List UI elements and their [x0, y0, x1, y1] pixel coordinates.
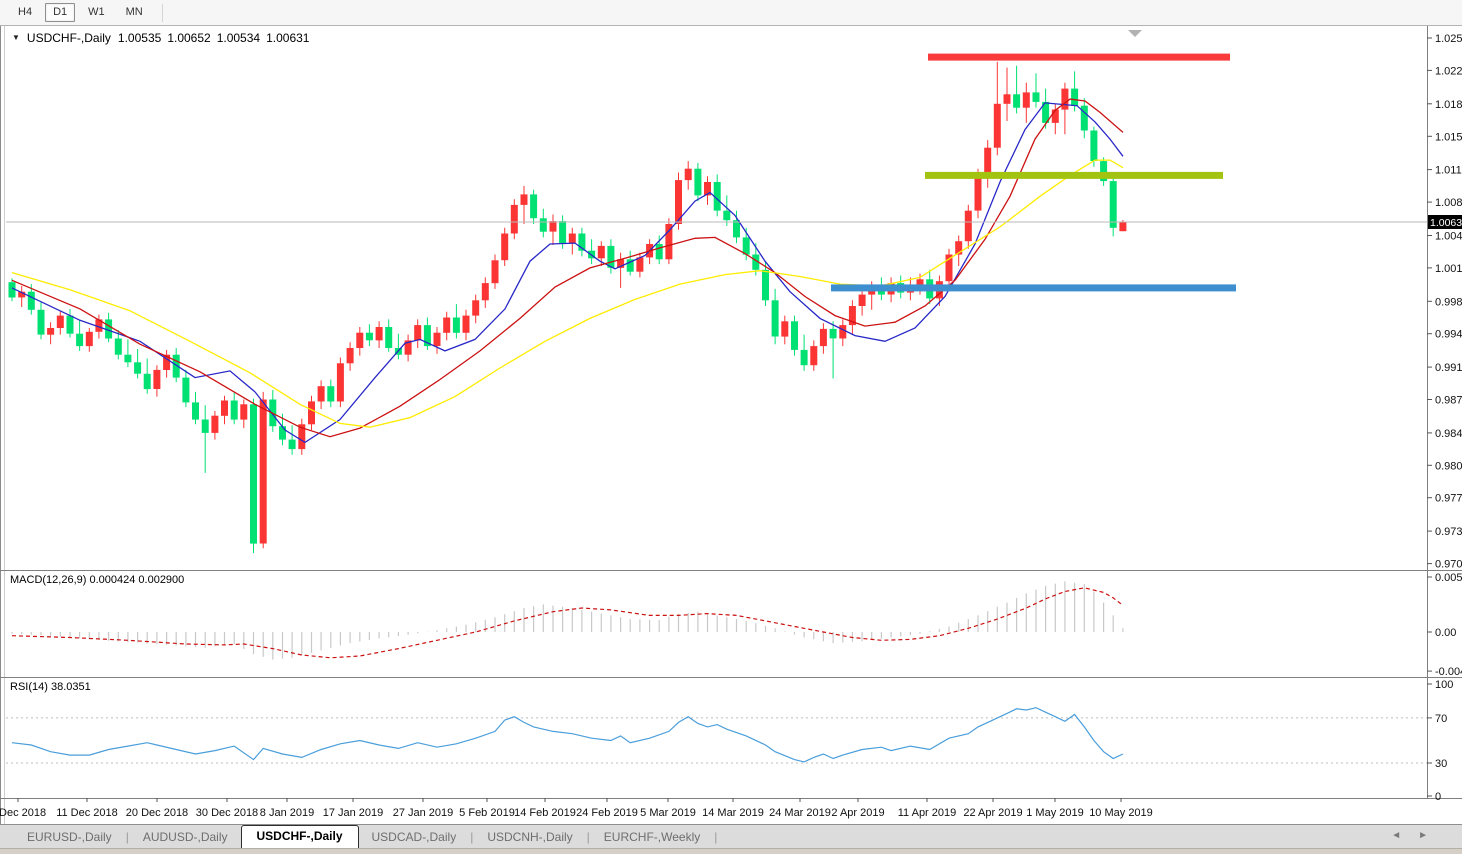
svg-text:5 Feb 2019: 5 Feb 2019: [459, 807, 515, 819]
svg-text:100: 100: [1435, 679, 1453, 691]
current-price-badge: [1428, 215, 1462, 229]
tab-separator: |: [470, 830, 474, 844]
open-value: 1.00535: [117, 31, 162, 45]
svg-text:0.00597: 0.00597: [1435, 572, 1462, 584]
svg-text:1.00150: 1.00150: [1435, 263, 1462, 275]
toolbar-divider: [161, 3, 163, 22]
chart-shift-triangle-icon[interactable]: [1128, 30, 1142, 37]
macd-signal-line: [11, 587, 1124, 659]
chart-title: ▼ USDCHF-,Daily 1.00535 1.00652 1.00534 …: [12, 31, 309, 45]
rsi-line: [11, 707, 1124, 763]
svg-text:1.00631: 1.00631: [1430, 217, 1462, 229]
ma-slow-line: [11, 159, 1124, 428]
timeframe-button-h4[interactable]: H4: [18, 6, 33, 18]
svg-text:14 Mar 2019: 14 Mar 2019: [702, 807, 764, 819]
low-value: 1.00534: [216, 31, 261, 45]
svg-text:0.98770: 0.98770: [1435, 395, 1462, 407]
tab-scroll-right-icon[interactable]: ►: [1418, 830, 1428, 841]
level-support: [831, 284, 1236, 292]
tab-scroll-left-icon[interactable]: ◄: [1391, 830, 1402, 841]
ma-medium-line: [11, 98, 1124, 438]
status-strip: [0, 848, 1462, 854]
tab-eurchf[interactable]: EURCHF-,Weekly: [603, 830, 701, 844]
svg-text:2 Apr 2019: 2 Apr 2019: [831, 807, 884, 819]
svg-text:8 Jan 2019: 8 Jan 2019: [260, 807, 314, 819]
svg-text:1.01870: 1.01870: [1435, 99, 1462, 111]
svg-text:1 May 2019: 1 May 2019: [1026, 807, 1083, 819]
axes-layer: 1.02560 1.02220 1.01870 1.01530 1.01180 1.008…: [0, 33, 1462, 819]
svg-text:0.97390: 0.97390: [1435, 526, 1462, 538]
svg-text:0.99800: 0.99800: [1435, 296, 1462, 308]
svg-text:14 Feb 2019: 14 Feb 2019: [514, 807, 576, 819]
level-resistance: [928, 53, 1230, 61]
chart-symbol-label: USDCHF-,Daily: [26, 31, 111, 45]
timeframe-button-w1[interactable]: W1: [88, 6, 105, 18]
svg-text:5 Mar 2019: 5 Mar 2019: [640, 807, 696, 819]
svg-text:1.02560: 1.02560: [1435, 33, 1462, 45]
svg-text:22 Apr 2019: 22 Apr 2019: [963, 807, 1022, 819]
svg-text:1.00490: 1.00490: [1435, 231, 1462, 243]
high-value: 1.00652: [167, 31, 211, 45]
rsi-pane: [6, 707, 1427, 764]
svg-text:1.02220: 1.02220: [1435, 65, 1462, 77]
svg-text:24 Mar 2019: 24 Mar 2019: [769, 807, 831, 819]
tab-separator: |: [714, 830, 718, 844]
tab-eurusd[interactable]: EURUSD-,Daily: [27, 830, 112, 844]
svg-text:0.99460: 0.99460: [1435, 329, 1462, 341]
tab-scrollers: ◄ ►: [1391, 831, 1428, 841]
tab-usdchf[interactable]: USDCHF-,Daily: [240, 825, 359, 848]
tab-usdcad[interactable]: USDCAD-,Daily: [371, 830, 457, 844]
svg-text:70: 70: [1435, 713, 1447, 725]
svg-text:0.00: 0.00: [1435, 627, 1456, 639]
svg-text:0.97740: 0.97740: [1435, 493, 1462, 505]
ohlc-collapse-icon[interactable]: ▼: [12, 33, 20, 42]
svg-text:0.99110: 0.99110: [1435, 362, 1462, 374]
rsi-indicator-label: RSI(14) 38.0351: [10, 681, 91, 693]
timeframe-button-d1[interactable]: D1: [45, 3, 76, 22]
symbol-tab-bar: EURUSD-,Daily | AUDUSD-,Daily USDCHF-,Daily…: [0, 824, 1462, 848]
tab-separator: |: [125, 830, 129, 844]
svg-text:-0.00424: -0.00424: [1435, 666, 1462, 678]
level-broken-support: [925, 171, 1223, 179]
svg-text:30 Dec 2018: 30 Dec 2018: [196, 807, 258, 819]
close-value: 1.00631: [266, 31, 310, 45]
macd-pane: [11, 581, 1124, 660]
svg-text:20 Dec 2018: 20 Dec 2018: [126, 807, 188, 819]
candles-layer: [8, 61, 1127, 554]
svg-text:11 Apr 2019: 11 Apr 2019: [898, 807, 957, 819]
tab-audusd[interactable]: AUDUSD-,Daily: [142, 830, 228, 844]
current-price-line: 1.00631: [6, 215, 1462, 229]
macd-histogram: [11, 581, 1124, 660]
ma-fast-line: [11, 102, 1124, 444]
svg-text:17 Jan 2019: 17 Jan 2019: [323, 807, 384, 819]
macd-indicator-label: MACD(12,26,9) 0.000424 0.002900: [10, 574, 185, 586]
timeframe-toolbar: H4 D1 W1 MN: [0, 0, 1462, 26]
svg-text:2 Dec 2018: 2 Dec 2018: [0, 807, 46, 819]
support-resistance-lines[interactable]: [831, 53, 1236, 292]
tab-usdcnh[interactable]: USDCNH-,Daily: [487, 830, 573, 844]
svg-text:24 Feb 2019: 24 Feb 2019: [576, 807, 638, 819]
svg-text:1.00840: 1.00840: [1435, 197, 1462, 209]
svg-text:1.01180: 1.01180: [1435, 165, 1462, 177]
timeframe-button-mn[interactable]: MN: [125, 6, 143, 18]
ohlc-values: 1.00535 1.00652 1.00534 1.00631: [118, 31, 310, 45]
svg-text:0.97050: 0.97050: [1435, 559, 1462, 571]
tab-separator: |: [586, 830, 590, 844]
svg-text:1.01530: 1.01530: [1435, 131, 1462, 143]
svg-text:0.98080: 0.98080: [1435, 460, 1462, 472]
chart-frame: [0, 26, 1462, 824]
svg-text:10 May 2019: 10 May 2019: [1089, 807, 1153, 819]
moving-averages-layer: [11, 98, 1124, 444]
svg-text:27 Jan 2019: 27 Jan 2019: [393, 807, 454, 819]
svg-text:0: 0: [1435, 791, 1441, 803]
svg-text:0.98420: 0.98420: [1435, 428, 1462, 440]
svg-text:30: 30: [1435, 758, 1447, 770]
svg-text:11 Dec 2018: 11 Dec 2018: [56, 807, 118, 819]
